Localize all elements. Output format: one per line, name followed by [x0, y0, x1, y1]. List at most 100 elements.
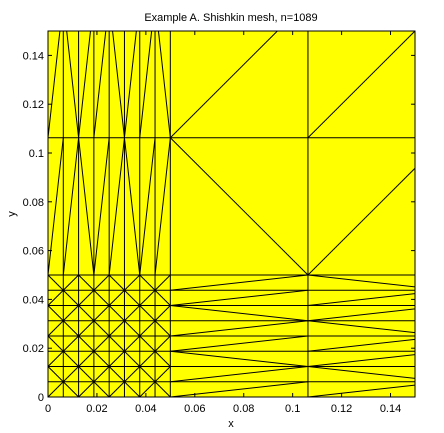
mesh-diagonal-line — [108, 274, 125, 291]
mesh-diagonal-line — [154, 305, 171, 322]
x-axis: 0 0.02 0.04 0.06 0.08 0.1 0.12 0.14 — [45, 31, 401, 415]
mesh-diagonal-line — [170, 381, 309, 397]
mesh-diagonal-line — [139, 381, 156, 397]
y-tick-label: 0.14 — [23, 50, 44, 62]
mesh-diagonal-line — [93, 381, 110, 397]
mesh-diagonal-line — [48, 320, 64, 337]
mesh-diagonal-line — [169, 31, 279, 139]
mesh-diagonal-line — [170, 289, 309, 306]
mesh-diagonal-line — [93, 366, 110, 383]
x-axis-label: x — [228, 418, 234, 430]
mesh-diagonal-line — [93, 274, 110, 291]
x-tick-label: 0.1 — [285, 403, 300, 415]
y-tick-label: 0.02 — [23, 343, 44, 355]
mesh-diagonal-line — [62, 274, 79, 291]
mesh-diagonal-line — [169, 137, 309, 276]
mesh-diagonal-line — [78, 305, 95, 322]
mesh-diagonal-line — [93, 305, 110, 322]
mesh-diagonal-line — [154, 366, 171, 383]
x-tick-label: 0.08 — [233, 403, 254, 415]
mesh-diagonal-line — [108, 137, 125, 276]
mesh-diagonal-line — [139, 335, 156, 352]
mesh-diagonal-line — [48, 305, 64, 322]
mesh-diagonal-line — [108, 289, 125, 306]
mesh-diagonal-line — [108, 350, 125, 367]
y-tick-label: 0.08 — [23, 197, 44, 209]
mesh-diagonal-line — [139, 320, 156, 337]
mesh-diagonal-line — [66, 31, 80, 138]
x-tick-label: 0.02 — [86, 403, 107, 415]
mesh-diagonal-line — [108, 381, 125, 397]
mesh-diagonal-line — [154, 289, 171, 306]
mesh-diagonal-line — [307, 308, 415, 322]
mesh-diagonal-line — [48, 137, 64, 276]
mesh-diagonal-line — [154, 350, 171, 367]
mesh-diagonal-line — [139, 137, 156, 276]
x-tick-label: 0.06 — [184, 403, 205, 415]
mesh-diagonal-line — [78, 31, 91, 138]
mesh-diagonal-line — [108, 320, 125, 337]
mesh-diagonal-line — [62, 335, 79, 352]
y-tick-label: 0 — [38, 392, 44, 404]
mesh-diagonal-line — [48, 381, 64, 397]
mesh-diagonal-line — [48, 289, 64, 306]
mesh-diagonal-line — [307, 366, 415, 379]
mesh-diagonal-line — [307, 320, 415, 334]
mesh-diagonal-line — [139, 366, 156, 383]
mesh-diagonal-line — [307, 338, 415, 352]
mesh-diagonal-line — [62, 305, 79, 322]
mesh-diagonal-line — [93, 320, 110, 337]
mesh-diagonal-line — [93, 31, 107, 138]
chart-title: Example A. Shishkin mesh, n=1089 — [144, 12, 317, 24]
mesh-diagonal-line — [48, 350, 64, 367]
mesh-diagonal-line — [124, 274, 141, 291]
mesh-diagonal-line — [170, 335, 309, 352]
mesh-diagonal-line — [154, 320, 171, 337]
mesh-diagonal-line — [170, 350, 309, 367]
mesh-diagonal-line — [93, 335, 110, 352]
mesh-diagonal-line — [154, 137, 171, 276]
mesh-diagonal-line — [124, 305, 141, 322]
mesh-diagonal-line — [154, 335, 171, 352]
mesh-diagonal-line — [307, 354, 415, 367]
mesh-diagonal-line — [112, 31, 125, 138]
y-tick-label: 0.06 — [23, 246, 44, 258]
mesh-diagonal-line — [78, 274, 95, 291]
x-tick-label: 0.14 — [380, 403, 401, 415]
mesh-diagonal-line — [78, 335, 95, 352]
mesh-diagonal-line — [139, 305, 156, 322]
mesh-diagonal-line — [124, 289, 141, 306]
mesh-diagonal-line — [123, 31, 137, 138]
mesh-diagonal-line — [124, 320, 141, 337]
mesh-diagonal-line — [93, 137, 110, 276]
mesh-diagonal-line — [78, 320, 95, 337]
mesh-diagonal-line — [139, 350, 156, 367]
mesh-diagonal-line — [78, 137, 95, 276]
mesh-diagonal-line — [123, 137, 141, 276]
mesh-diagonal-line — [78, 366, 95, 383]
mesh-diagonal-line — [170, 274, 309, 291]
mesh-diagonal-line — [62, 350, 79, 367]
mesh-diagonal-line — [154, 274, 171, 291]
mesh-diagonal-line — [62, 137, 80, 276]
mesh-diagonal-line — [170, 305, 309, 322]
mesh-diagonal-line — [170, 366, 309, 383]
mesh-diagonal-line — [307, 274, 415, 288]
y-axis-label: y — [6, 211, 18, 217]
mesh-diagonal-line — [307, 31, 415, 139]
mesh-diagonal-line — [48, 274, 64, 291]
mesh-diagonal-line — [307, 384, 415, 397]
y-tick-label: 0.12 — [23, 99, 44, 111]
x-tick-label: 0.04 — [135, 403, 156, 415]
mesh-diagonal-line — [48, 31, 61, 138]
mesh-diagonal-line — [48, 335, 64, 352]
mesh-diagonal-line — [62, 320, 79, 337]
mesh-diagonal-line — [78, 350, 95, 367]
mesh-diagonal-line — [307, 293, 415, 306]
mesh-diagonal-line — [48, 366, 64, 383]
mesh-diagonal-line — [62, 289, 79, 306]
mesh-diagonal-line — [62, 366, 79, 383]
mesh-diagonal-line — [124, 381, 141, 397]
mesh-diagonal-line — [108, 335, 125, 352]
